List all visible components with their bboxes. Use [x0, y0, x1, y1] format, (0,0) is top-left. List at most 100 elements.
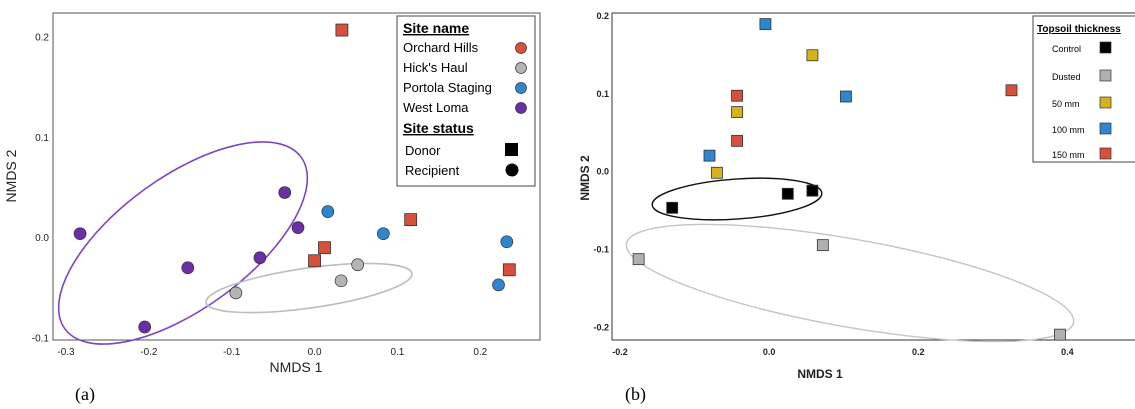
- panel-b-point-control: [666, 201, 679, 214]
- legend-a-site-0: Orchard Hills: [403, 40, 479, 55]
- panel-a-ytick-label: -0.1: [32, 334, 50, 345]
- panel-a-point-west-loma: [138, 320, 152, 334]
- panel-b-ticks: -0.2 0.0 0.2 0.4 -0.2 -0.1 0.0 0.1 0.2: [593, 11, 1073, 357]
- panel-a-point-west-loma: [278, 186, 292, 199]
- panel-b-xtick-label: 0.2: [912, 347, 925, 357]
- panel-a-xtick-label: -0.1: [223, 347, 241, 358]
- panel-a-xtick-label: 0.0: [308, 347, 322, 358]
- panel-b-point-150-mm: [1005, 84, 1018, 97]
- legend-a-square-marker: [505, 143, 518, 156]
- legend-a-status-0: Donor: [405, 143, 441, 158]
- legend-a-site-3: West Loma: [403, 100, 469, 115]
- legend-b-swatch-100mm: [1099, 122, 1112, 135]
- hicks-haul-ellipse: [205, 262, 413, 314]
- panel-b-ylabel: NMDS 2: [578, 155, 592, 201]
- legend-b-item-0: Control: [1052, 44, 1081, 54]
- panel-a-point-orchard-hills: [308, 254, 321, 268]
- panel-a-point-west-loma: [253, 251, 267, 265]
- panel-a-xlabel: NMDS 1: [270, 359, 323, 375]
- panel-a-point-portola-staging: [500, 235, 514, 249]
- panel-b-point-100-mm: [703, 149, 716, 162]
- panel-b-label: (b): [625, 384, 646, 405]
- panel-a-ylabel: NMDS 2: [3, 149, 19, 202]
- panel-a-xtick-label: -0.3: [57, 347, 75, 358]
- panel-a: -0.3 -0.2 -0.1 0.0 0.1 0.2 -0.1 0.0 0.1 0.2 NMDS …: [3, 12, 541, 405]
- panel-a-point-hick-s-haul: [229, 286, 243, 300]
- panel-a-point-portola-staging: [376, 227, 390, 241]
- legend-a-site-2: Portola Staging: [403, 80, 492, 95]
- panel-b-ytick-label: -0.2: [593, 322, 609, 332]
- legend-b-item-3: 100 mm: [1052, 125, 1085, 135]
- panel-b-xtick-label: 0.0: [763, 347, 776, 357]
- panel-a-point-west-loma: [73, 227, 87, 241]
- legend-b-swatch-control: [1099, 41, 1112, 54]
- legend-a-swatch-portola: [515, 82, 527, 94]
- panel-a-points: [73, 23, 516, 334]
- panel-b-ytick-label: 0.1: [596, 89, 609, 99]
- legend-a-swatch-orchard: [515, 42, 527, 54]
- panel-a-xtick-label: 0.1: [390, 347, 404, 358]
- panel-b-legend: Topsoil thickness Control Dusted 50 mm 1…: [1032, 15, 1135, 163]
- panel-a-ytick-label: 0.2: [35, 33, 49, 44]
- panel-a-ellipses: [57, 141, 413, 345]
- panel-b: -0.2 0.0 0.2 0.4 -0.2 -0.1 0.0 0.1 0.2 NMDS 1 NM…: [578, 11, 1135, 405]
- panel-a-legend: Site name Orchard Hills Hick's Haul Port…: [396, 15, 536, 187]
- panel-b-point-150-mm: [731, 89, 743, 102]
- panel-a-point-portola-staging: [321, 205, 335, 218]
- panel-b-point-dusted: [1054, 328, 1066, 341]
- panel-a-point-west-loma: [181, 261, 195, 275]
- legend-a-site-1: Hick's Haul: [403, 60, 468, 75]
- panel-a-point-orchard-hills: [502, 263, 516, 277]
- panel-a-point-orchard-hills: [318, 241, 331, 255]
- panel-b-xlabel: NMDS 1: [797, 367, 843, 381]
- control-ellipse: [651, 177, 823, 221]
- panel-a-point-orchard-hills: [335, 23, 349, 37]
- legend-a-swatch-westloma: [515, 102, 527, 114]
- west-loma-ellipse: [57, 141, 309, 345]
- legend-b-item-2: 50 mm: [1052, 99, 1080, 109]
- panel-b-point-100-mm: [840, 90, 852, 103]
- panel-a-xtick-label: 0.2: [473, 347, 487, 358]
- legend-a-title-status: Site status: [403, 120, 474, 136]
- legend-b-swatch-150mm: [1099, 147, 1112, 160]
- legend-a-swatch-hicks: [515, 62, 527, 74]
- legend-a-title-site: Site name: [403, 20, 469, 36]
- panel-b-xtick-label: -0.2: [612, 347, 628, 357]
- panel-b-xtick-label: 0.4: [1061, 347, 1074, 357]
- legend-b-swatch-dusted: [1099, 69, 1112, 82]
- panel-a-point-portola-staging: [492, 278, 505, 292]
- panel-b-legend-box: [1032, 15, 1135, 163]
- panel-a-point-west-loma: [291, 221, 305, 235]
- panel-a-ytick-label: 0.0: [35, 233, 49, 244]
- panel-a-point-hick-s-haul: [351, 258, 365, 272]
- panel-b-point-dusted: [632, 253, 645, 266]
- panel-a-point-hick-s-haul: [334, 274, 348, 288]
- panel-a-ytick-label: 0.1: [35, 133, 49, 144]
- dusted-ellipse: [625, 223, 1075, 343]
- legend-a-circle-marker: [505, 163, 519, 177]
- legend-a-status-1: Recipient: [405, 163, 460, 178]
- panel-a-legend-box: [396, 15, 536, 187]
- panel-b-point-control: [781, 187, 794, 200]
- panel-b-point-dusted: [816, 239, 829, 252]
- panel-b-points: [632, 18, 1066, 341]
- panel-b-point-150-mm: [731, 134, 743, 147]
- legend-b-title: Topsoil thickness: [1037, 24, 1121, 35]
- panel-a-point-orchard-hills: [404, 213, 418, 227]
- panel-b-point-50-mm: [711, 166, 723, 179]
- panel-a-ticks: -0.3 -0.2 -0.1 0.0 0.1 0.2 -0.1 0.0 0.1 0.2: [32, 33, 488, 358]
- legend-b-item-4: 150 mm: [1052, 150, 1085, 160]
- panel-b-point-100-mm: [759, 18, 772, 31]
- panel-b-point-50-mm: [731, 106, 743, 118]
- panel-b-ytick-label: -0.1: [593, 245, 609, 255]
- legend-b-swatch-50mm: [1099, 96, 1112, 109]
- panel-a-label: (a): [75, 384, 95, 405]
- panel-b-ytick-label: 0.2: [596, 11, 609, 21]
- panel-a-xtick-label: -0.2: [140, 347, 158, 358]
- panel-b-point-50-mm: [806, 49, 819, 62]
- panel-b-ytick-label: 0.0: [596, 167, 609, 177]
- panel-b-point-control: [806, 184, 819, 197]
- legend-b-item-1: Dusted: [1052, 72, 1081, 82]
- panel-b-ellipses: [625, 177, 1075, 343]
